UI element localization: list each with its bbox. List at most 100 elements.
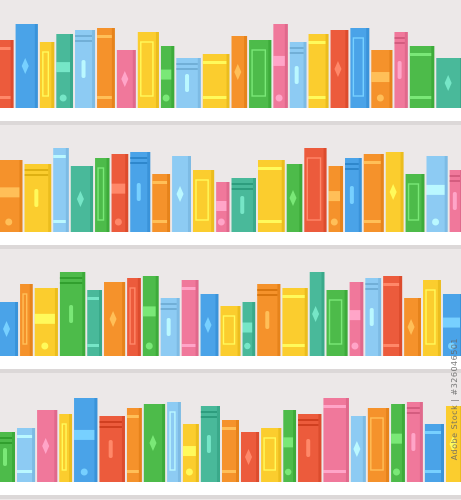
- book: [241, 432, 260, 482]
- book: [160, 46, 175, 108]
- book: [282, 288, 308, 356]
- book-diamond-emblem: [176, 186, 184, 202]
- book-band: [394, 42, 405, 44]
- shelf-3: [0, 272, 461, 373]
- book: [152, 174, 171, 232]
- book-shade: [65, 148, 69, 232]
- book: [142, 276, 159, 356]
- book-shade: [419, 402, 423, 482]
- book-diamond-emblem: [204, 317, 212, 333]
- book-dot: [392, 468, 400, 476]
- book: [200, 294, 219, 356]
- book-shade: [121, 416, 125, 482]
- book-shade: [111, 28, 115, 108]
- book-band: [257, 220, 282, 223]
- book-shade: [177, 402, 181, 482]
- book: [365, 278, 382, 356]
- book: [59, 272, 86, 356]
- book-pill-emblem: [369, 308, 374, 326]
- book-shade: [122, 282, 126, 356]
- book-shade: [345, 30, 349, 108]
- book-band: [289, 47, 304, 49]
- book-pill-emblem: [411, 433, 416, 451]
- book: [59, 414, 73, 482]
- shelf-shadow: [0, 245, 461, 249]
- book-shade: [176, 298, 180, 356]
- book: [367, 408, 390, 482]
- book: [405, 174, 425, 232]
- book-wide-band: [0, 187, 20, 198]
- book: [385, 152, 404, 232]
- book-shade: [431, 46, 435, 108]
- stock-watermark: Adobe Stock | #326046501: [450, 337, 459, 460]
- book-pill-emblem: [240, 196, 245, 214]
- book-spine: [137, 32, 159, 108]
- book: [181, 280, 199, 356]
- book: [137, 32, 159, 108]
- book-spine: [363, 154, 384, 232]
- book-band: [53, 155, 66, 158]
- book-wide-band: [391, 433, 402, 444]
- book-dot: [432, 218, 440, 226]
- book-diamond-emblem: [444, 75, 452, 91]
- book-band: [87, 297, 100, 300]
- book-wide-band: [242, 322, 253, 333]
- book-shade: [399, 276, 403, 356]
- book: [242, 302, 256, 356]
- book-diamond-emblem: [42, 438, 50, 454]
- shelf-1: [0, 24, 461, 125]
- book-wide-band: [273, 55, 285, 66]
- book: [406, 402, 423, 482]
- book: [56, 34, 74, 108]
- book-label-frame: [61, 423, 67, 471]
- book: [330, 30, 349, 108]
- book-dot: [114, 218, 122, 226]
- book-shade: [195, 280, 199, 356]
- book-band: [181, 344, 196, 347]
- book-shade: [138, 408, 142, 482]
- book: [394, 32, 408, 108]
- book-spine: [261, 428, 282, 482]
- book-band: [160, 308, 177, 310]
- book: [286, 164, 303, 232]
- book-label-frame: [195, 179, 209, 221]
- book-band: [363, 220, 381, 223]
- book-diamond-emblem: [76, 191, 84, 207]
- book-pill-emblem: [452, 192, 457, 210]
- book: [202, 54, 230, 108]
- book-label-frame: [263, 437, 276, 471]
- book-shade: [54, 410, 58, 482]
- book-label-frame: [129, 287, 136, 345]
- book-shade: [344, 290, 348, 356]
- book-band: [160, 303, 177, 305]
- book-band: [257, 289, 278, 291]
- book-diamond-emblem: [109, 311, 117, 327]
- book-shade: [162, 404, 166, 482]
- book-shade: [256, 432, 260, 482]
- book-spine: [87, 290, 103, 356]
- book-band: [202, 61, 227, 64]
- book-shade: [358, 158, 362, 232]
- book-diamond-emblem: [389, 184, 397, 200]
- book-diamond-emblem: [245, 449, 253, 465]
- book-band: [289, 52, 304, 54]
- book-band: [363, 161, 381, 164]
- book-pill-emblem: [108, 440, 113, 458]
- book: [283, 410, 297, 482]
- book-shade: [237, 306, 241, 356]
- book: [383, 276, 403, 356]
- book-band: [202, 96, 227, 99]
- book-shade: [277, 284, 281, 356]
- book-shade: [321, 272, 325, 356]
- book-dot: [59, 94, 67, 102]
- book-band: [87, 344, 100, 347]
- book-shade: [171, 46, 175, 108]
- book-dot: [41, 342, 49, 350]
- book: [257, 160, 285, 232]
- book-spine: [350, 28, 370, 108]
- book-band: [424, 431, 441, 434]
- book-band: [130, 157, 148, 159]
- book-band: [323, 470, 346, 473]
- book-shade: [252, 178, 256, 232]
